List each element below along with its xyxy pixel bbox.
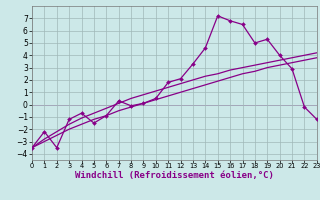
- X-axis label: Windchill (Refroidissement éolien,°C): Windchill (Refroidissement éolien,°C): [75, 171, 274, 180]
